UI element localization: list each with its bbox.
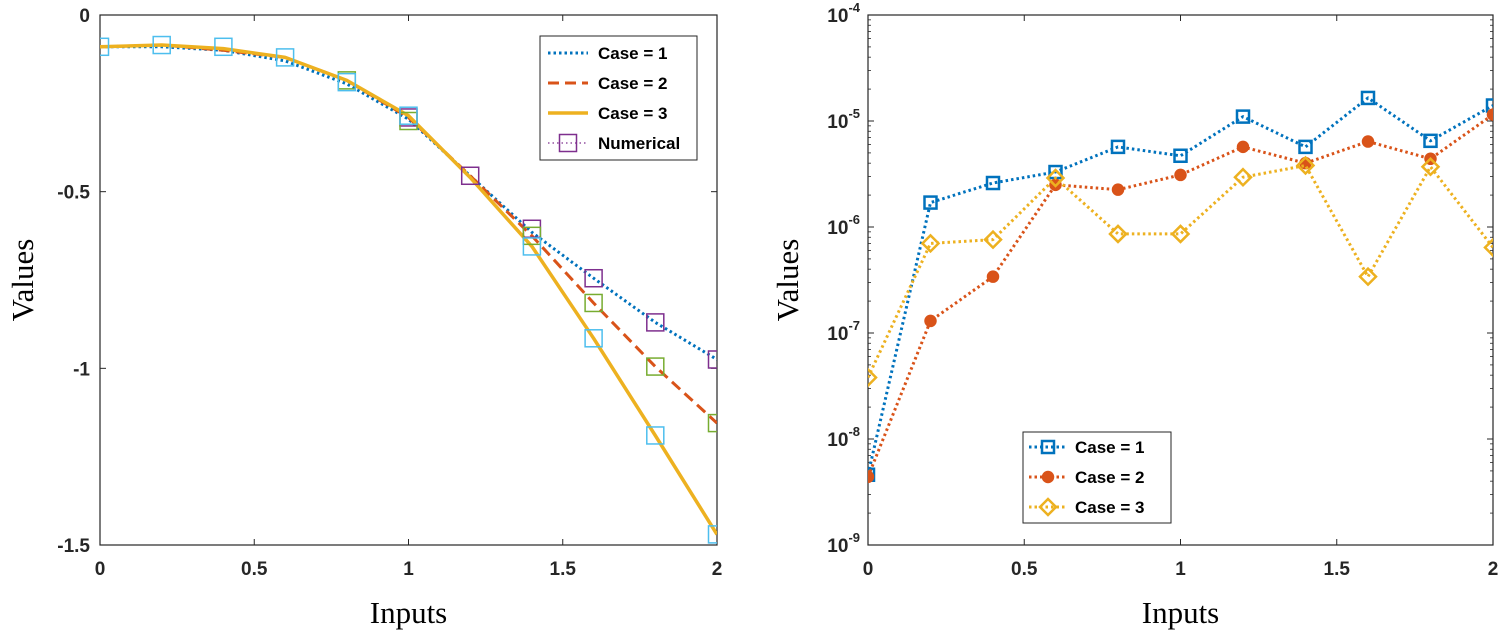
legend-box — [539, 35, 698, 161]
marker-numerical — [275, 48, 295, 67]
x-tick-label: 0 — [863, 559, 874, 580]
marker-numerical — [100, 37, 110, 57]
x-tick-label: 2 — [1488, 559, 1499, 580]
marker-numerical — [707, 350, 717, 369]
series-layer-2 — [868, 90, 1493, 484]
marker-numerical — [337, 72, 357, 92]
marker-case-1 — [1360, 90, 1376, 106]
x-tick-label: 1.5 — [550, 559, 577, 580]
marker-numerical — [707, 525, 717, 544]
marker-numerical — [460, 166, 480, 186]
x-tick-label: 0.5 — [241, 559, 268, 580]
marker-case-3 — [868, 367, 878, 388]
y-tick-label: -1 — [73, 359, 90, 380]
y-tick-label: 0 — [79, 6, 90, 27]
marker-case-1 — [1235, 109, 1251, 124]
chart-panel-2: 0 0.5 1 1.5 2 10-9 10-8 10-7 10-6 10-5 10-4 Inputs V… — [770, 0, 1499, 630]
marker-numerical — [584, 293, 603, 313]
marker-case-3 — [1233, 167, 1253, 187]
series-line-case-1 — [868, 96, 1493, 476]
y-tick-label: -1.5 — [57, 536, 90, 557]
y-axis-title: Values — [770, 239, 805, 322]
y-tick-label: 10-8 — [827, 424, 860, 451]
marker-numerical — [646, 313, 665, 332]
legend-swatch-marker — [1040, 439, 1056, 455]
marker-case-1 — [1423, 133, 1438, 149]
chart-panel-1: 0 0.5 1 1.5 2 0 -0.5 -1 -1.5 Inputs Values Case = 1… — [5, 6, 723, 630]
x-tick-label: 1 — [1175, 559, 1186, 580]
legend-2: Case = 1 Case = 2 Case = 3 — [1022, 431, 1172, 524]
marker-numerical — [646, 426, 665, 445]
x-tick-label: 1.5 — [1324, 559, 1351, 580]
marker-case-1 — [868, 467, 876, 482]
marker-numerical — [584, 329, 603, 348]
marker-case-1 — [1110, 139, 1126, 155]
legend-label: Numerical — [598, 134, 680, 153]
marker-numerical — [522, 237, 542, 256]
marker-numerical — [707, 413, 717, 433]
x-tick-label: 2 — [712, 559, 723, 580]
marker-case-3 — [1483, 237, 1493, 258]
marker-numerical — [214, 37, 233, 57]
marker-numerical — [399, 106, 418, 125]
marker-case-2 — [986, 270, 1000, 283]
marker-case-1 — [1485, 98, 1493, 113]
marker-case-2 — [924, 314, 937, 328]
series-layer-1 — [100, 35, 717, 544]
x-axis-title: Inputs — [370, 595, 448, 630]
y-tick-label: -0.5 — [57, 183, 90, 204]
y-tick-label: 10-6 — [827, 212, 860, 239]
marker-case-2 — [1486, 108, 1493, 121]
x-tick-label: 1 — [403, 559, 414, 580]
legend-label: Case = 3 — [1075, 498, 1144, 517]
marker-case-3 — [983, 229, 1003, 250]
x-tick-label: 0.5 — [1011, 559, 1038, 580]
marker-case-3 — [1170, 224, 1191, 244]
marker-case-3 — [1358, 266, 1378, 287]
legend-swatch-marker — [1038, 497, 1058, 517]
marker-case-2 — [1236, 140, 1250, 154]
y-tick-label: 10-7 — [827, 318, 860, 345]
series-line-case-3 — [100, 43, 717, 536]
y-axis-title: Values — [5, 239, 40, 322]
legend-swatch-marker — [1041, 470, 1055, 484]
marker-case-2 — [1361, 135, 1375, 148]
marker-case-3 — [1108, 224, 1128, 244]
marker-case-2 — [1111, 183, 1125, 196]
plot-area-2 — [867, 14, 1494, 546]
y-tick-label: 10-9 — [827, 530, 860, 557]
marker-numerical — [152, 35, 171, 55]
y-tick-label: 10-4 — [827, 0, 860, 27]
marker-numerical — [522, 226, 542, 246]
legend-label: Case = 1 — [598, 44, 667, 63]
legend-swatch-marker — [558, 133, 578, 153]
x-tick-label: 0 — [95, 559, 106, 580]
marker-case-1 — [923, 195, 938, 210]
marker-numerical — [584, 268, 603, 288]
legend-label: Case = 2 — [598, 74, 667, 93]
marker-case-2 — [868, 470, 875, 484]
marker-numerical — [646, 357, 665, 376]
legend-label: Case = 2 — [1075, 468, 1144, 487]
marker-case-1 — [1173, 148, 1188, 164]
marker-case-1 — [985, 175, 1001, 191]
legend-label: Case = 3 — [598, 104, 667, 123]
marker-case-3 — [920, 233, 941, 254]
marker-case-3 — [1420, 157, 1441, 177]
marker-case-3 — [1295, 155, 1316, 176]
legend-label: Case = 1 — [1075, 438, 1144, 457]
marker-case-2 — [1174, 168, 1187, 182]
y-tick-label: 10-5 — [827, 106, 860, 133]
marker-case-3 — [1045, 168, 1066, 188]
legend-1: Case = 1 Case = 2 Case = 3 Numerical — [539, 35, 698, 161]
marker-case-1 — [1298, 139, 1313, 155]
x-axis-title: Inputs — [1142, 595, 1220, 630]
